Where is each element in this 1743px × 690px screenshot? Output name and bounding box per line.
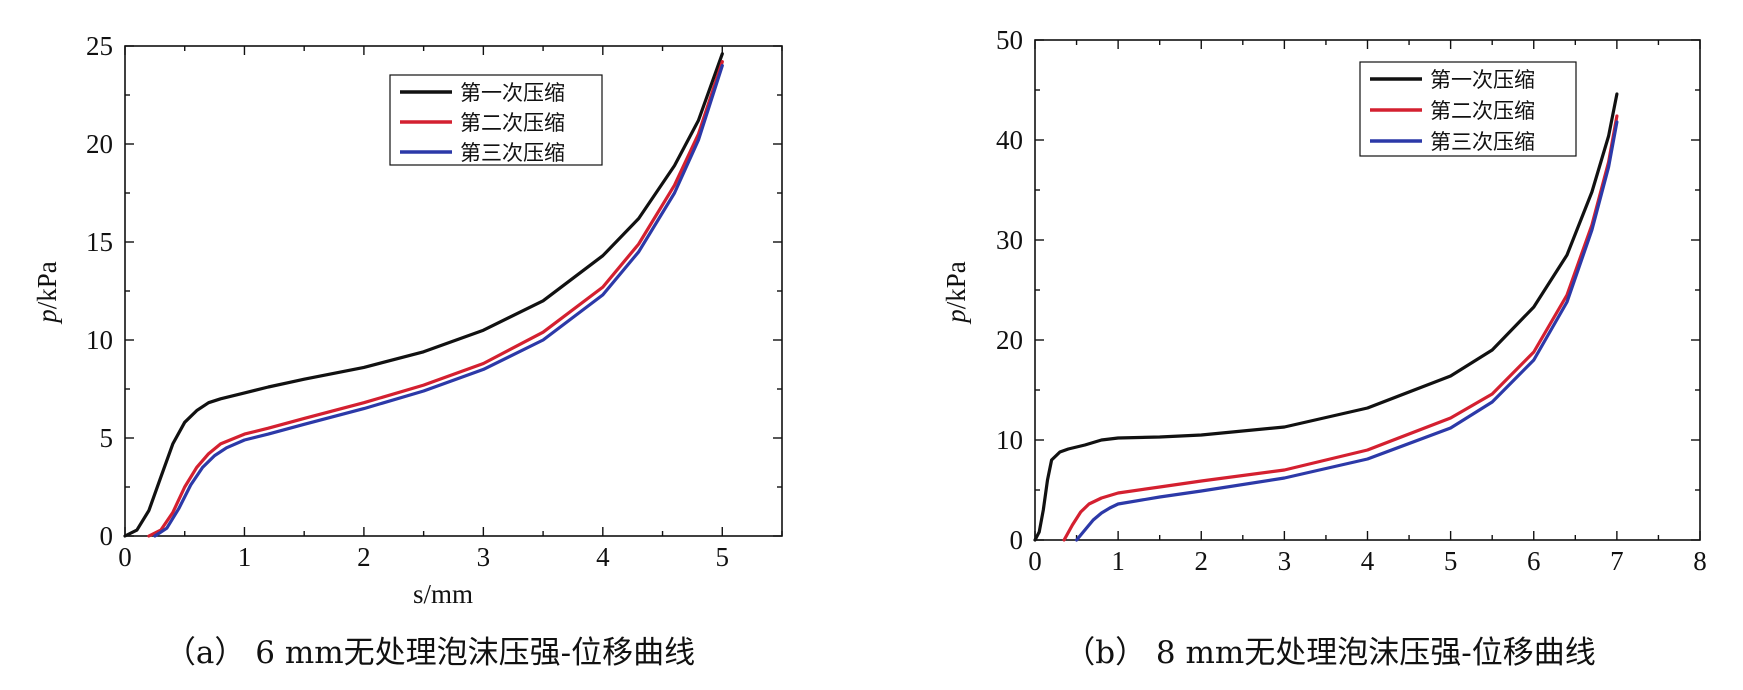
y-tick-label: 5 [100, 423, 114, 453]
y-axis-title-symbol: p [32, 309, 62, 325]
y-tick-label: 10 [996, 425, 1023, 455]
legend-label-2: 第二次压缩 [1430, 99, 1535, 123]
y-tick-label: 50 [996, 25, 1023, 55]
y-tick-label: 20 [86, 129, 113, 159]
y-tick-label: 40 [996, 125, 1023, 155]
x-tick-label: 1 [1111, 546, 1125, 576]
figure-caption: （b） 8 mm无处理泡沫压强-位移曲线 [1064, 635, 1596, 671]
y-axis-title: p/kPa [941, 261, 971, 325]
x-tick-label: 5 [1444, 546, 1458, 576]
x-tick-label: 3 [477, 542, 491, 572]
x-tick-label: 5 [716, 542, 730, 572]
chart-a: 0 1 2 3 4 5 0 5 10 15 20 25 p/kPa s/mm 第一次压缩第二次压缩第三次压缩… [32, 31, 783, 671]
legend-label-2: 第二次压缩 [460, 111, 565, 135]
x-tick-label: 8 [1693, 546, 1707, 576]
series-line-3 [1075, 120, 1619, 542]
series-line-1 [123, 52, 724, 538]
y-tick-label: 25 [86, 31, 113, 61]
y-axis-title-unit: /kPa [941, 261, 971, 309]
y-axis-title-symbol: p [941, 309, 971, 325]
x-tick-label: 0 [1028, 546, 1042, 576]
x-tick-label: 1 [238, 542, 252, 572]
x-tick-label: 2 [1195, 546, 1209, 576]
legend-box [389, 74, 603, 166]
x-tick-label: 7 [1610, 546, 1624, 576]
x-tick-label: 6 [1527, 546, 1541, 576]
x-tick-label: 4 [596, 542, 610, 572]
y-tick-label: 30 [996, 225, 1023, 255]
series-line-3 [153, 63, 724, 538]
x-tick-label: 2 [357, 542, 371, 572]
legend-label-3: 第三次压缩 [1430, 130, 1535, 154]
y-axis-title: p/kPa [32, 261, 62, 325]
y-tick-label: 0 [100, 521, 114, 551]
legend-label-3: 第三次压缩 [460, 141, 565, 165]
series-line-2 [147, 60, 724, 538]
x-tick-label: 4 [1361, 546, 1375, 576]
x-tick-label: 3 [1278, 546, 1292, 576]
x-tick-label: 0 [118, 542, 132, 572]
figure-caption: （a） 6 mm无处理泡沫压强-位移曲线 [165, 635, 695, 671]
y-tick-label: 15 [86, 227, 113, 257]
y-tick-label: 0 [1010, 525, 1024, 555]
series-line-1 [1033, 92, 1619, 542]
y-axis-title-unit: /kPa [32, 261, 62, 309]
y-tick-label: 20 [996, 325, 1023, 355]
chart-b: 0 1 2 3 4 5 6 7 8 0 10 20 30 40 50 p/kPa 第一次压缩第二次压缩第三次压缩… [941, 25, 1707, 671]
series-line-2 [1062, 114, 1619, 542]
y-tick-label: 10 [86, 325, 113, 355]
x-axis-title: s/mm [413, 579, 473, 609]
legend-label-1: 第一次压缩 [1430, 68, 1535, 92]
legend-label-1: 第一次压缩 [460, 81, 565, 105]
